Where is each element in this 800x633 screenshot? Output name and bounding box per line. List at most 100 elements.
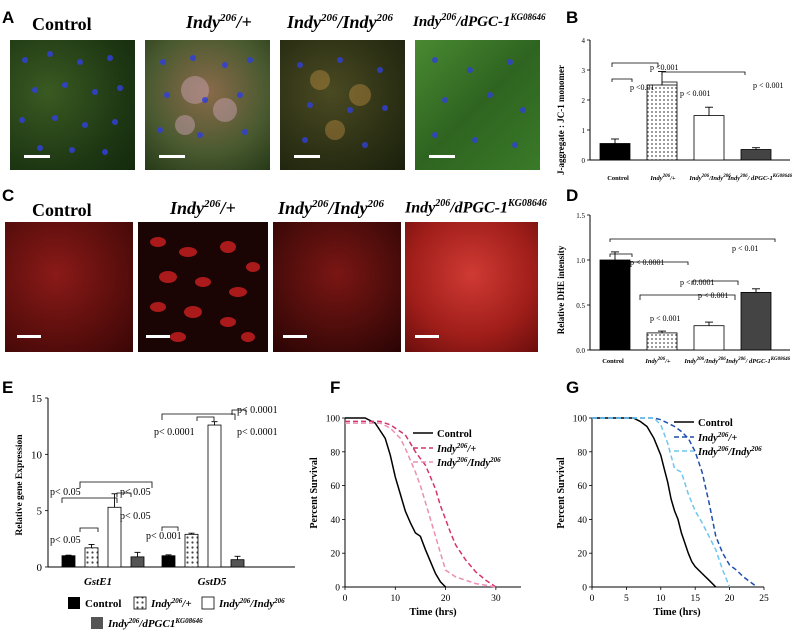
chart-f-xtick-label: 0: [343, 594, 348, 604]
chart-g-ytick-label: 100: [573, 415, 588, 425]
chart-f-series-line: [345, 420, 497, 588]
chart-b-bar: [740, 149, 772, 161]
chart-g-xlabel: Time (hrs): [653, 607, 701, 618]
panel-a-title-het: Indy206/+: [186, 12, 252, 32]
scale-bar: [24, 155, 50, 158]
chart-g-xtick-label: 15: [690, 594, 700, 604]
micrograph-a-het: [145, 40, 270, 170]
panel-a-title-pgc: Indy206/dPGC-1KG08646: [413, 12, 546, 30]
chart-d-ytick-label: 0.5: [576, 302, 585, 310]
chart-g-ylabel: Percent Survival: [556, 457, 567, 528]
scale-bar: [146, 335, 170, 338]
chart-e-annotation: p< 0.05: [50, 487, 81, 498]
panel-label-d: D: [566, 186, 579, 205]
chart-d-annotation: p < 0.001: [650, 314, 681, 323]
chart-d-ylabel: Relative DHE intensity: [556, 245, 566, 334]
chart-d-ytick-label: 0.0: [576, 347, 585, 355]
chart-g-xtick-label: 5: [624, 594, 629, 604]
chart-e-brackets: [61, 409, 247, 532]
chart-e-xtick: GstD5: [198, 576, 227, 588]
micrograph-c-homo: [273, 222, 401, 352]
panel-label-c: C: [2, 186, 15, 205]
chart-d-ytick-label: 1.0: [576, 257, 585, 265]
chart-e-annotation: p< 0.05: [120, 487, 151, 498]
puncta-overlay: [150, 237, 260, 342]
chart-g: Percent Survival Time (hrs) 020406080100…: [556, 415, 769, 619]
chart-b-bar: [599, 143, 631, 161]
micrograph-a-pgc: [415, 40, 540, 170]
legend-label: Indy206/+: [436, 442, 476, 455]
nuclei-overlay: [432, 57, 526, 148]
micrograph-c-control: [5, 222, 133, 352]
nuclei-overlay: [297, 57, 388, 148]
chart-b-brackets: [611, 62, 746, 85]
legend-label: Indy206/+: [150, 597, 192, 610]
chart-g-legend: Control Indy206/+ Indy206/Indy206: [674, 418, 762, 458]
chart-b-bar: [693, 115, 725, 161]
chart-d-annotation: p < 0.0001: [680, 278, 715, 287]
scale-bar: [429, 155, 455, 158]
chart-f-ytick-label: 20: [331, 550, 341, 560]
chart-f: Percent Survival Time (hrs) 020406080100…: [309, 415, 521, 618]
panel-label-a: A: [2, 8, 15, 27]
scale-bar: [415, 335, 439, 338]
chart-f-xtick-label: 30: [491, 594, 501, 604]
chart-g-series-line: [592, 417, 717, 588]
chart-e-ytick-label: 0: [37, 562, 43, 574]
chart-b-xtick: Indy206/+: [649, 174, 676, 182]
chart-f-legend: Control Indy206/+ Indy206/Indy206: [413, 429, 501, 469]
chart-b-xtick: Indy206/Indy206: [688, 174, 731, 182]
chart-b-ylabel: J-aggregate : JC-1 monomer: [556, 65, 566, 175]
chart-d: Relative DHE intensity 0.0 0.5 1.0 1.5 p < …: [556, 212, 791, 365]
panel-label-f: F: [330, 378, 341, 397]
chart-d-brackets: [609, 238, 776, 300]
scale-bar: [283, 335, 307, 338]
chart-e-bar: [61, 555, 76, 568]
nuclei-overlay: [157, 55, 253, 138]
chart-d-ytick-label: 1.5: [576, 212, 585, 220]
chart-b: J-aggregate : JC-1 monomer 0 1 2 3 4 p <0.00…: [556, 37, 793, 182]
panel-label-b: B: [566, 8, 579, 27]
chart-g-series-line: [592, 417, 758, 588]
chart-g-xtick-label: 25: [759, 594, 769, 604]
chart-f-ytick-label: 40: [331, 516, 341, 526]
scale-bar: [17, 335, 41, 338]
chart-d-bar: [740, 292, 772, 351]
legend-swatch: [133, 596, 147, 610]
chart-f-ytick-label: 100: [326, 415, 341, 425]
panel-label-e: E: [2, 378, 14, 397]
chart-e-bar: [207, 424, 222, 568]
legend-label: Control: [698, 418, 733, 429]
chart-d-xtick: Control: [602, 358, 624, 365]
chart-f-series-line: [345, 417, 447, 588]
micrograph-c-pgc: [405, 222, 538, 352]
chart-d-xtick: Indy206/ dPGC-1KG08646: [725, 357, 791, 365]
chart-e-bar: [184, 533, 199, 568]
chart-f-ytick-label: 80: [331, 448, 341, 458]
legend-label: Indy206/+: [697, 431, 737, 444]
chart-d-annotation: p < 0.01: [732, 244, 759, 253]
chart-e-ytick-label: 10: [31, 449, 43, 461]
chart-e-bar: [84, 547, 99, 568]
legend-swatch: [91, 617, 103, 629]
legend-label: Control: [437, 429, 472, 440]
scale-bar: [294, 155, 320, 158]
chart-b-annotation: p <0.01: [630, 83, 655, 92]
chart-f-ytick-label: 60: [331, 482, 341, 492]
legend-swatch: [68, 597, 80, 609]
chart-f-xlabel: Time (hrs): [409, 607, 457, 618]
chart-b-ytick-label: 1: [582, 127, 586, 135]
micrograph-c-het: [138, 222, 268, 352]
nuclei-overlay: [19, 51, 123, 155]
chart-d-annotation: p < 0.001: [698, 291, 729, 300]
chart-b-ytick-label: 4: [582, 37, 586, 45]
chart-f-xtick-label: 10: [391, 594, 401, 604]
chart-e-annotation: p< 0.001: [146, 531, 182, 542]
panel-label-g: G: [566, 378, 580, 397]
chart-d-bar: [599, 259, 631, 351]
chart-e-ytick-label: 15: [31, 393, 43, 405]
chart-b-ytick-label: 3: [582, 67, 586, 75]
legend-label: Indy206/Indy206: [436, 456, 501, 469]
micrograph-a-control: [10, 40, 135, 170]
